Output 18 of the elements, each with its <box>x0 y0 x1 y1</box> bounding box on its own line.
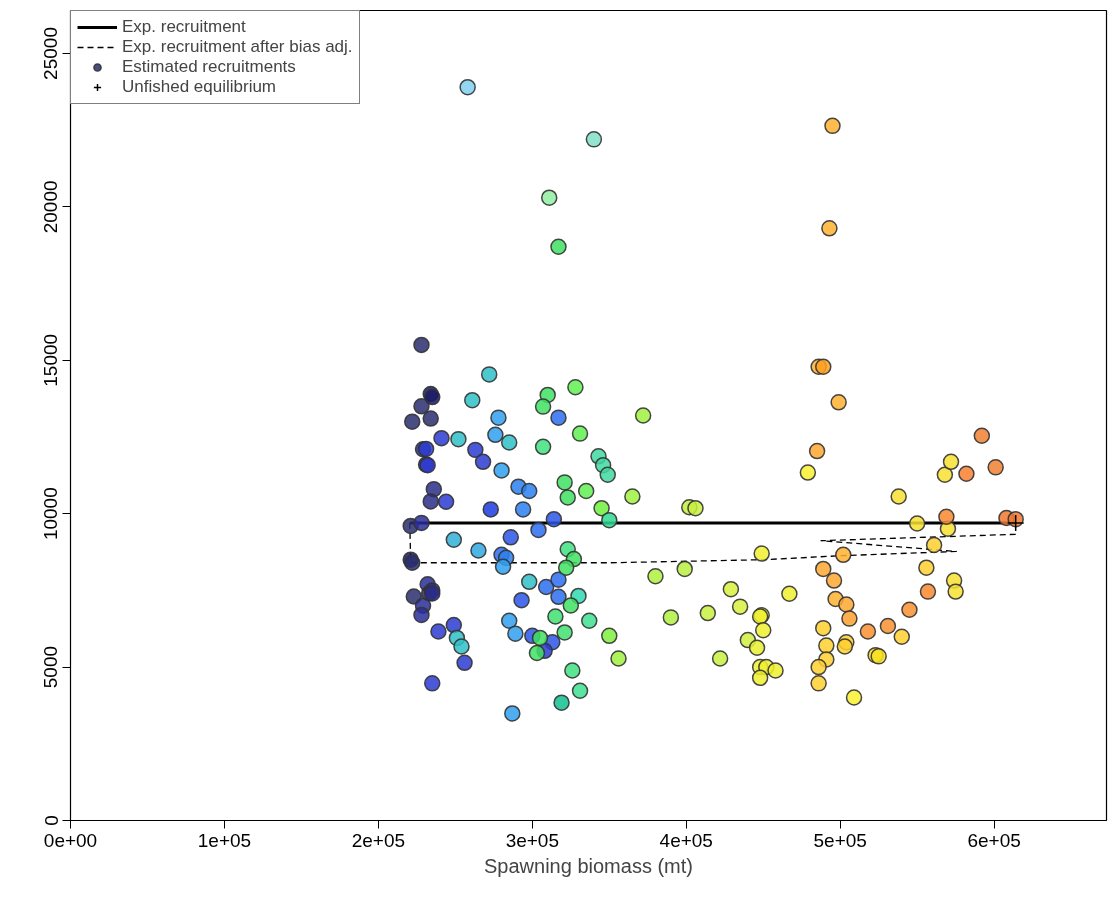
y-tick-label: 15000 <box>40 333 62 387</box>
y-tick-label: 5000 <box>40 645 62 689</box>
x-tick-label: 0e+00 <box>43 829 98 851</box>
x-axis-title: Spawning biomass (mt) <box>484 854 693 877</box>
x-tick-label: 3e+05 <box>505 829 560 851</box>
legend-label: Unfished equilibrium <box>122 77 277 97</box>
x-tick-label: 4e+05 <box>659 829 713 851</box>
legend-label: Estimated recruitments <box>122 57 296 77</box>
y-tick-label: 0 <box>40 815 62 826</box>
x-tick-label: 2e+05 <box>351 829 406 851</box>
y-tick-label: 25000 <box>40 27 62 80</box>
x-tick-label: 6e+05 <box>967 829 1021 851</box>
y-tick-label: 10000 <box>40 487 62 541</box>
legend-label: Exp. recruitment <box>122 17 246 37</box>
x-tick-label: 5e+05 <box>813 829 867 851</box>
x-tick-label: 1e+05 <box>197 829 252 851</box>
y-tick-label: 20000 <box>40 180 62 234</box>
legend-label: Exp. recruitment after bias adj. <box>122 37 353 57</box>
